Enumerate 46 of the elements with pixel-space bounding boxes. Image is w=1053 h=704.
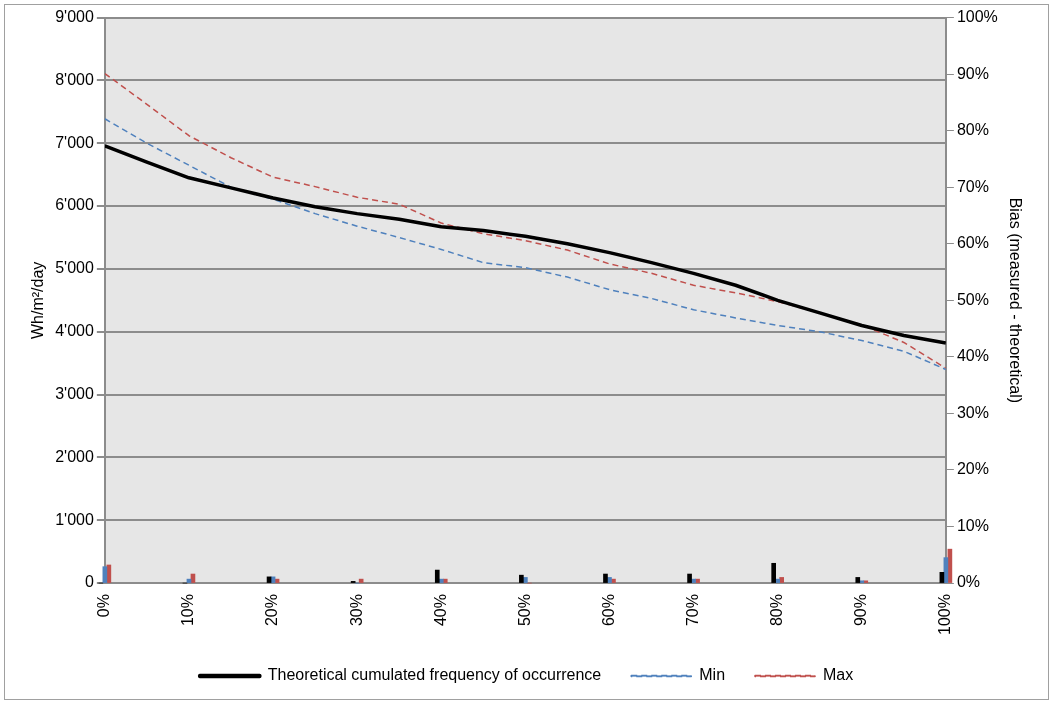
y-tick-label: 0: [84, 573, 94, 591]
y-tick-label: 4'000: [55, 322, 94, 340]
x-tick-label: 40%: [431, 594, 449, 627]
y-tick-label: 2'000: [55, 447, 94, 465]
x-tick-label: 30%: [347, 594, 365, 627]
y-tick-label: 1'000: [55, 510, 94, 528]
y2-tick-label: 20%: [956, 460, 989, 478]
x-tick-label: 70%: [683, 594, 701, 627]
bar: [434, 569, 440, 583]
y2-tick-label: 0%: [956, 573, 980, 591]
y-tick-label: 9'000: [55, 8, 94, 26]
y2-tick-label: 30%: [956, 403, 989, 421]
y2-tick-label: 50%: [956, 290, 989, 308]
bar: [771, 562, 776, 583]
x-tick-label: 100%: [936, 594, 954, 635]
x-tick-label: 0%: [95, 594, 113, 618]
y2-tick-label: 70%: [956, 177, 989, 195]
legend-label: Theoretical cumulated frequency of occurrence: [267, 666, 602, 684]
x-tick-label: 50%: [515, 594, 533, 627]
y2-tick-label: 40%: [956, 347, 989, 365]
legend-label: Min: [699, 666, 726, 684]
bar: [603, 573, 608, 583]
y-tick-label: 6'000: [55, 196, 94, 214]
x-tick-label: 90%: [852, 594, 870, 627]
x-tick-label: 60%: [599, 594, 617, 627]
bar: [519, 574, 524, 583]
bar: [779, 577, 784, 583]
y2-tick-label: 10%: [956, 516, 989, 534]
y2-tick-label: 100%: [956, 8, 998, 26]
y-tick-label: 3'000: [55, 384, 94, 402]
x-tick-label: 80%: [768, 594, 786, 627]
y-tick-label: 8'000: [55, 70, 94, 88]
y-axis-title: Wh/m²/day: [29, 261, 47, 340]
bar: [859, 580, 865, 583]
y-tick-label: 5'000: [55, 259, 94, 277]
x-tick-label: 10%: [179, 594, 197, 627]
bar: [855, 577, 861, 583]
x-tick-label: 20%: [263, 594, 281, 627]
y-tick-label: 7'000: [55, 133, 94, 151]
bar: [863, 580, 869, 583]
y2-tick-label: 60%: [956, 234, 989, 252]
y2-tick-label: 90%: [956, 64, 989, 82]
legend-label: Max: [823, 666, 854, 684]
y2-axis-title: Bias (measured - theoretical): [1006, 197, 1024, 404]
bar: [687, 573, 692, 583]
y2-tick-label: 80%: [956, 121, 989, 139]
